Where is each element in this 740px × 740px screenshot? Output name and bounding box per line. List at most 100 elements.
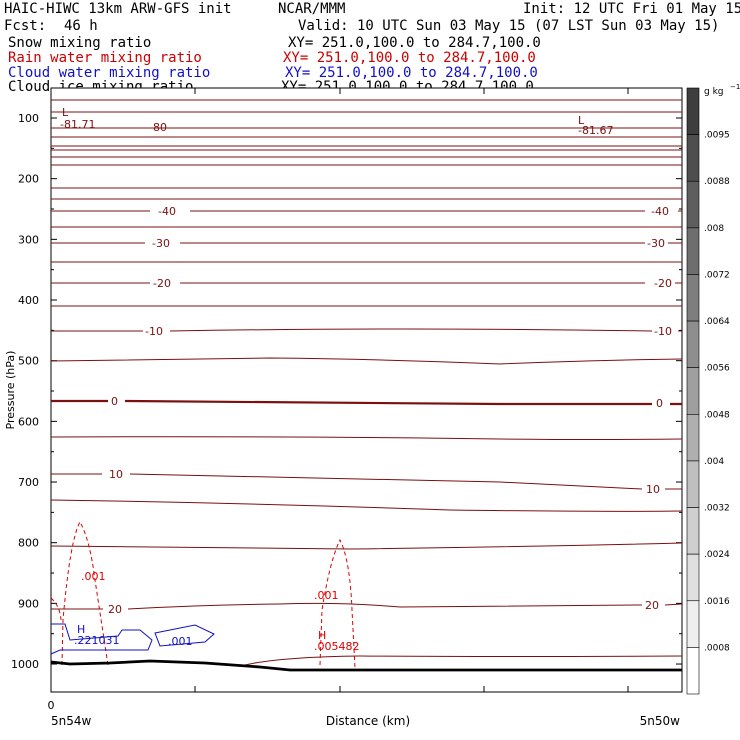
- y-tick-label: 200: [18, 173, 39, 186]
- colorbar-label: .0056: [704, 364, 730, 374]
- contour-line: [50, 357, 683, 365]
- contour-label: 10: [109, 468, 123, 481]
- contour-line: [50, 542, 683, 550]
- contour-label: -30: [152, 237, 170, 250]
- temperature-labels: L -81.71 L -81.67 -80 -40 -40 -30 -30 -2…: [60, 106, 672, 616]
- y-tick-label: 1000: [11, 658, 39, 671]
- field-label-rain: Rain water mixing ratio: [8, 50, 202, 66]
- colorbar-bin: [686, 180, 700, 229]
- y-tick-label: 100: [18, 112, 39, 125]
- colorbar-label: .0072: [704, 270, 730, 280]
- cloud-contour-label: .001: [168, 635, 193, 648]
- model-title: HAIC-HIWC 13km ARW-GFS init: [4, 1, 232, 17]
- min-temp-right: -81.67: [578, 124, 613, 137]
- colorbar-label: .0088: [704, 177, 730, 187]
- x-axis-title: Distance (km): [326, 714, 410, 728]
- x-axis: [50, 88, 629, 692]
- rain-contour-label: .001: [314, 589, 339, 602]
- contour-label: -20: [153, 277, 171, 290]
- contour-line: [50, 436, 683, 440]
- colorbar-bin: [686, 507, 700, 555]
- contour-line: [50, 623, 153, 655]
- colorbar-label: .0095: [704, 131, 730, 141]
- y-tick-label: 800: [18, 537, 39, 550]
- ground-surface: [50, 659, 682, 672]
- field-label-snow: Snow mixing ratio: [8, 35, 152, 51]
- low-marker: L: [62, 106, 69, 119]
- contour-line: [319, 538, 356, 669]
- cloud-max-marker: H: [77, 623, 85, 636]
- forecast-label: Fcst:: [4, 18, 47, 34]
- contour-line: [51, 328, 682, 332]
- y-tick-label: 700: [18, 476, 39, 489]
- colorbar-bin: [686, 414, 700, 462]
- contour-label: -40: [651, 205, 669, 218]
- rain-labels: .001 .001 H .005482: [81, 570, 360, 653]
- colorbar-label: .0064: [704, 317, 730, 327]
- x-end-location: 5n50w: [640, 714, 681, 728]
- cloud-max-value: .221031: [74, 634, 120, 647]
- y-tick-label: 600: [18, 415, 39, 428]
- cloud-water-contours: [50, 623, 215, 655]
- contour-label: -30: [647, 237, 665, 250]
- contour-line: [51, 473, 682, 490]
- low-marker: L: [578, 114, 585, 127]
- y-axis-title: Pressure (hPa): [4, 351, 17, 430]
- contour-line: [61, 520, 109, 666]
- min-temp-left: -81.71: [60, 118, 95, 131]
- contour-label: 20: [108, 603, 122, 616]
- colorbar-label: .004: [704, 457, 724, 467]
- valid-time: Valid: 10 UTC Sun 03 May 15 (07 LST Sun …: [298, 18, 720, 34]
- rain-water-contours: [50, 520, 356, 669]
- contour-label: 10: [646, 483, 660, 496]
- cloud-water-labels: H .221031 .001: [74, 623, 193, 648]
- colorbar-label: .0032: [704, 504, 730, 514]
- field-xy-snow: XY= 251.0,100.0 to 284.7,100.0: [288, 35, 541, 51]
- contour-label: -20: [654, 277, 672, 290]
- institution-label: NCAR/MMM: [278, 1, 346, 17]
- contour-line: [51, 602, 683, 610]
- contour-label: -10: [654, 325, 672, 338]
- contour-line: [244, 655, 683, 666]
- contour-label: 20: [645, 599, 659, 612]
- colorbar-label: .008: [704, 224, 724, 234]
- y-tick-label: 900: [18, 597, 39, 610]
- contour-label: -40: [158, 205, 176, 218]
- colorbar-units-label: g kg: [704, 87, 724, 97]
- colorbar-bin: [686, 320, 700, 368]
- rain-contour-label: .001: [81, 570, 106, 583]
- colorbar-bin: [686, 87, 700, 135]
- contour-line: [50, 597, 62, 621]
- x-tick-label: 0: [48, 699, 55, 712]
- colorbar-bin: [686, 600, 700, 648]
- y-tick-label: 300: [18, 233, 39, 246]
- colorbar-label: .0008: [704, 643, 730, 653]
- colorbar-bin: [686, 227, 700, 275]
- y-tick-label: 400: [18, 294, 39, 307]
- colorbar: .0095 .0088 .008 .0072 .0064 .0056 .0048 .004 .0…: [686, 87, 730, 695]
- contour-line: [154, 624, 215, 647]
- colorbar-bin: [686, 460, 700, 508]
- contour-label: -10: [145, 325, 163, 338]
- colorbar-bin: [686, 647, 700, 695]
- colorbar-label: .0024: [704, 550, 730, 560]
- colorbar-units-exponent: −1: [730, 83, 740, 91]
- contour-label: -80: [149, 121, 167, 134]
- colorbar-bin: [686, 274, 700, 322]
- colorbar-label: .0016: [704, 597, 730, 607]
- temperature-contours: [50, 99, 683, 666]
- colorbar-bin: [686, 553, 700, 602]
- plot-frame: [50, 87, 683, 693]
- contour-line: [51, 399, 682, 406]
- colorbar-bin: [686, 367, 700, 415]
- init-time: Init: 12 UTC Fri 01 May 15: [523, 1, 740, 17]
- field-label-cloud-water: Cloud water mixing ratio: [8, 65, 211, 81]
- colorbar-label: .0048: [704, 410, 730, 420]
- forecast-hour: 46 h: [64, 18, 98, 34]
- rain-max-marker: H: [318, 629, 326, 642]
- x-start-location: 5n54w: [51, 714, 92, 728]
- colorbar-bin: [686, 134, 700, 182]
- field-xy-rain: XY= 251.0,100.0 to 284.7,100.0: [283, 50, 536, 66]
